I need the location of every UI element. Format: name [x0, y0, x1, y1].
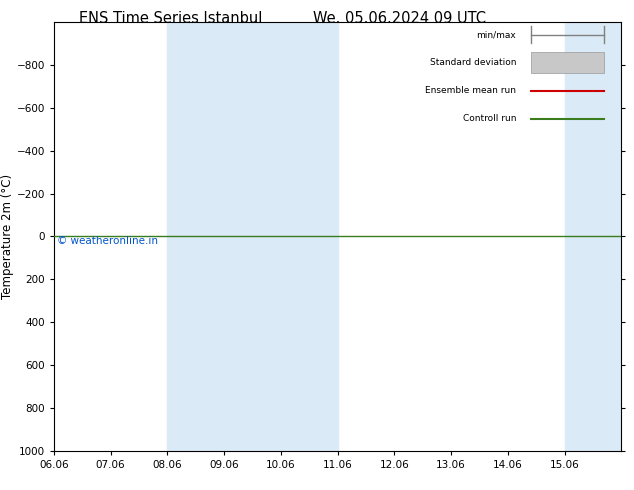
Y-axis label: Temperature 2m (°C): Temperature 2m (°C)	[1, 174, 14, 299]
Text: We. 05.06.2024 09 UTC: We. 05.06.2024 09 UTC	[313, 11, 486, 26]
Bar	[621, 22, 634, 451]
Text: Controll run: Controll run	[463, 114, 516, 123]
Text: Standard deviation: Standard deviation	[430, 58, 516, 67]
Bar	[564, 22, 621, 451]
FancyBboxPatch shape	[531, 52, 604, 74]
Bar	[281, 22, 337, 451]
Text: min/max: min/max	[477, 30, 516, 39]
Bar	[167, 22, 281, 451]
Text: © weatheronline.in: © weatheronline.in	[56, 236, 158, 246]
Text: ENS Time Series Istanbul: ENS Time Series Istanbul	[79, 11, 263, 26]
Text: Ensemble mean run: Ensemble mean run	[425, 86, 516, 95]
